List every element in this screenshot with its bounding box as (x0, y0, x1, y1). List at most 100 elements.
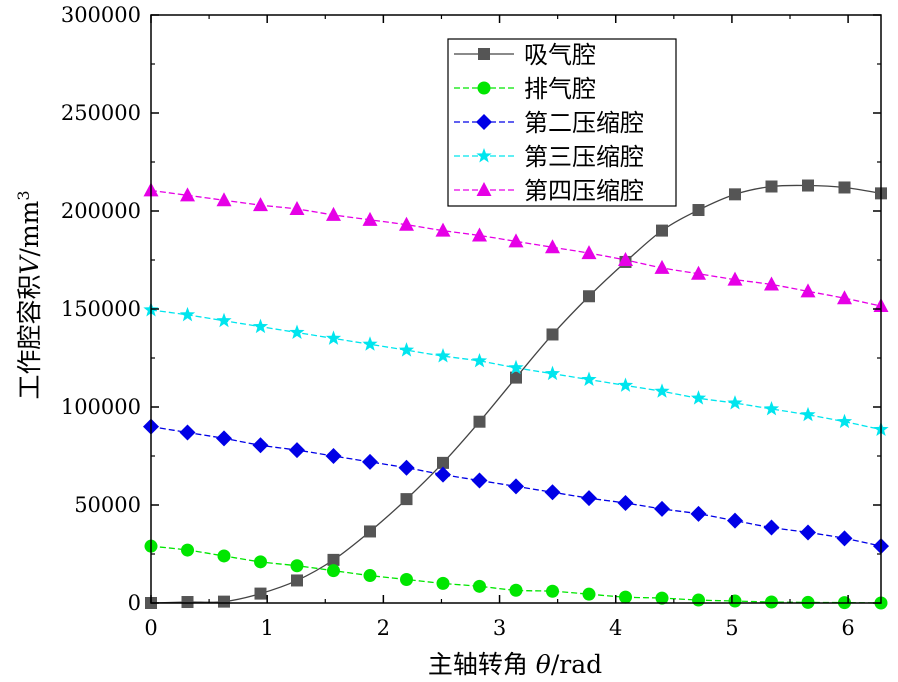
data-point (727, 395, 743, 410)
legend-label: 第三压缩腔 (524, 143, 644, 171)
data-point (726, 512, 743, 529)
data-point (362, 453, 379, 470)
data-point (362, 336, 378, 351)
series-line (150, 189, 882, 307)
y-axis-title-unit: /mm (15, 200, 44, 256)
data-point (179, 424, 196, 441)
data-point (254, 555, 268, 569)
legend-label: 吸气腔 (524, 41, 596, 69)
data-point (290, 574, 303, 587)
legend-marker (476, 182, 492, 196)
y-tick-label: 200000 (61, 199, 141, 223)
x-tick-label: 0 (144, 616, 157, 640)
x-axis-title: 主轴转角 θ/rad (428, 650, 602, 679)
data-point (765, 180, 778, 193)
data-point (217, 549, 231, 563)
data-point (252, 437, 269, 454)
data-point (326, 206, 341, 221)
data-point (690, 390, 707, 405)
y-axis-title: 工作腔容积V/mm3 (14, 190, 45, 399)
data-point (582, 587, 596, 601)
legend-marker (478, 48, 490, 60)
data-point (398, 459, 415, 476)
data-point (727, 271, 743, 286)
data-point (435, 222, 451, 237)
data-point (692, 593, 705, 607)
data-point (802, 179, 815, 192)
data-point (581, 245, 597, 260)
data-point (763, 519, 780, 536)
legend-item: 吸气腔 (454, 41, 596, 69)
data-point (508, 478, 524, 495)
data-point (690, 505, 707, 522)
y-tick-label: 150000 (61, 297, 141, 321)
data-point (472, 579, 486, 593)
series-1 (145, 179, 887, 609)
legend-item: 第三压缩腔 (454, 143, 644, 171)
data-point (508, 233, 524, 248)
x-tick-label: 5 (725, 616, 738, 640)
data-point (327, 553, 340, 566)
legend-label: 排气腔 (524, 75, 596, 103)
legend-marker (476, 114, 492, 130)
data-point (179, 306, 196, 322)
data-point (253, 197, 269, 212)
data-point (582, 290, 595, 303)
x-tick-label: 3 (493, 616, 506, 640)
data-point (508, 359, 524, 375)
x-tick-label: 1 (260, 616, 273, 640)
x-tick-label: 6 (841, 616, 854, 640)
data-point (655, 591, 669, 605)
data-point (509, 583, 523, 597)
data-point (215, 430, 232, 447)
data-point (289, 324, 305, 339)
data-point (653, 500, 670, 517)
data-point (800, 283, 816, 298)
data-point (800, 524, 817, 541)
data-point (544, 484, 561, 501)
y-tick-label: 0 (128, 591, 141, 615)
data-point (400, 493, 413, 506)
data-point (252, 318, 269, 334)
data-point (617, 495, 634, 512)
data-point (838, 181, 851, 194)
data-point (581, 371, 597, 387)
data-point (216, 312, 232, 328)
data-point (254, 587, 267, 600)
legend-marker (477, 81, 491, 95)
data-point (288, 442, 305, 459)
x-axis-title-text: 主轴转角 (428, 650, 536, 679)
data-point (763, 276, 779, 291)
data-point (362, 211, 378, 226)
series-3 (143, 418, 889, 555)
data-point (398, 216, 414, 231)
data-point (471, 227, 487, 242)
data-point (800, 406, 816, 422)
series-2 (144, 539, 888, 610)
data-point (546, 328, 559, 341)
data-point (545, 239, 561, 254)
legend-item: 第二压缩腔 (454, 109, 644, 137)
data-point (216, 192, 232, 207)
legend-marker (476, 148, 492, 163)
data-point (181, 596, 194, 609)
data-point (364, 525, 377, 538)
data-point (325, 330, 342, 345)
data-point (618, 252, 634, 266)
legend-item: 第四压缩腔 (454, 177, 644, 205)
data-point (836, 290, 852, 305)
data-point (510, 371, 522, 384)
data-point (836, 413, 853, 429)
data-point (327, 564, 340, 578)
y-tick-label: 100000 (61, 395, 141, 419)
data-point (691, 265, 706, 280)
data-point (325, 448, 342, 464)
data-point (181, 543, 195, 557)
legend-label: 第二压缩腔 (524, 109, 644, 137)
data-point (435, 348, 451, 363)
legend-item: 排气腔 (454, 75, 596, 103)
y-tick-label: 300000 (61, 3, 141, 27)
data-point (728, 594, 742, 608)
